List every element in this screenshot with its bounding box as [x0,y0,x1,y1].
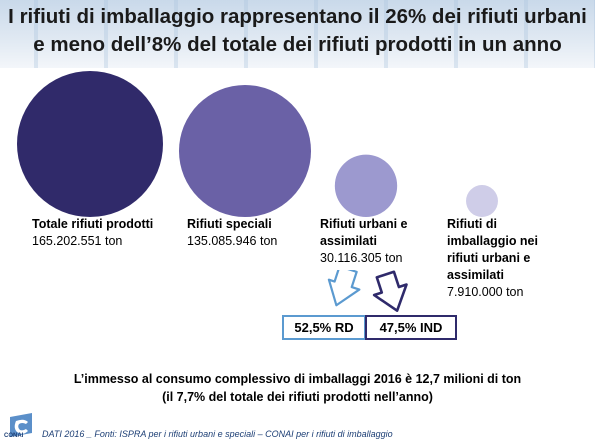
label-totale: Totale rifiuti prodotti 165.202.551 ton [32,216,153,250]
note-line-1: L’immesso al consumo complessivo di imba… [73,372,522,386]
bubble-speciali [178,84,312,217]
page-title: I rifiuti di imballaggio rappresentano i… [0,3,595,59]
rd-share-box: 52,5% RD [282,315,366,340]
arrow-rd-icon [327,270,361,307]
label-urbani-name-1: Rifiuti urbani e [320,217,408,231]
title-line-2: e meno dell’8% del totale dei rifiuti pr… [33,33,562,56]
header-background-pattern [0,0,595,68]
label-speciali-value: 135.085.946 ton [187,234,278,248]
bubble-urbani [334,154,398,217]
label-imballaggio-name-3: rifiuti urbani e [447,251,531,265]
label-urbani-name-2: assimilati [320,234,377,248]
conai-logo-text: CONAI [4,433,24,439]
split-arrows [327,270,408,313]
label-totale-name: Totale rifiuti prodotti [32,217,154,231]
label-speciali: Rifiuti speciali 135.085.946 ton [187,216,277,250]
source-footnote: DATI 2016 _ Fonti: ISPRA per i rifiuti u… [42,429,393,439]
label-imballaggio-value: 7.910.000 ton [447,285,524,299]
arrow-ind-icon [372,270,408,313]
label-urbani: Rifiuti urbani e assimilati 30.116.305 t… [320,216,408,267]
note-line-2: (il 7,7% del totale dei rifiuti prodotti… [162,390,433,404]
label-imballaggio-name-2: imballaggio nei [447,234,538,248]
conai-logo [10,413,32,437]
header-banner: I rifiuti di imballaggio rappresentano i… [0,0,595,68]
label-imballaggio: Rifiuti di imballaggio nei rifiuti urban… [447,216,538,301]
label-totale-value: 165.202.551 ton [32,234,123,248]
label-imballaggio-name-4: assimilati [447,268,504,282]
label-urbani-value: 30.116.305 ton [320,251,403,265]
label-imballaggio-name-1: Rifiuti di [447,217,497,231]
title-line-1: I rifiuti di imballaggio rappresentano i… [8,5,587,28]
bubble-imballaggio [466,185,498,217]
bubble-totale [17,71,163,217]
label-speciali-name: Rifiuti speciali [187,217,272,231]
ind-share-box: 47,5% IND [365,315,457,340]
bubble-chart [17,71,498,217]
